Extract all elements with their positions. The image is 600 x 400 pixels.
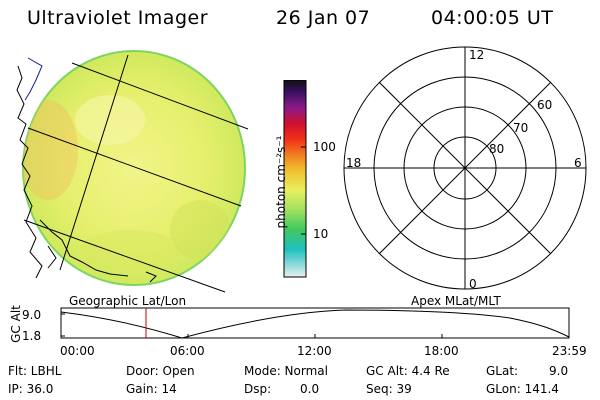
apex-caption: Apex MLat/MLT bbox=[411, 294, 501, 308]
altitude-xtick-1200: 12:00 bbox=[297, 344, 332, 358]
polar-lat-80: 80 bbox=[489, 142, 505, 156]
polar-lat-60: 60 bbox=[537, 98, 553, 112]
polar-label-6: 6 bbox=[574, 156, 582, 170]
info-mode: Mode: Normal bbox=[244, 364, 328, 378]
info-glat: GLat: bbox=[486, 364, 519, 378]
info-gc-alt: GC Alt: 4.4 Re bbox=[366, 364, 450, 378]
info-glat-value: 9.0 bbox=[549, 364, 569, 378]
polar-label-12: 12 bbox=[469, 48, 485, 62]
altitude-ytick-1.8: 1.8 bbox=[22, 329, 42, 343]
altitude-xtick-0000: 00:00 bbox=[60, 344, 95, 358]
altitude-xtick-0600: 06:00 bbox=[170, 344, 205, 358]
date-label: 26 Jan 07 bbox=[276, 7, 371, 29]
altitude-ylabel: GC Alt bbox=[9, 305, 23, 343]
info-gain: Gain: 14 bbox=[126, 382, 177, 396]
info-dsp-value: 0.0 bbox=[300, 382, 320, 396]
instrument-title: Ultraviolet Imager bbox=[27, 7, 209, 29]
altitude-ytick-9: 9.0 bbox=[22, 308, 42, 322]
polar-lat-70: 70 bbox=[513, 121, 529, 135]
polar-label-18: 18 bbox=[346, 156, 362, 170]
info-dsp: Dsp: bbox=[244, 382, 272, 396]
info-filter: Flt: LBHL bbox=[8, 364, 62, 378]
time-label: 04:00:05 UT bbox=[431, 7, 554, 29]
altitude-curve bbox=[60, 309, 570, 339]
colorbar-label: photon cm⁻²s⁻¹ bbox=[274, 135, 288, 229]
colorbar-tick-100: 100 bbox=[313, 140, 336, 154]
polar-plot bbox=[343, 46, 587, 290]
colorbar-tick-10: 10 bbox=[313, 227, 329, 241]
colorbar bbox=[283, 80, 307, 278]
altitude-xtick-2359: 23:59 bbox=[552, 344, 587, 358]
coastline bbox=[16, 57, 157, 283]
altitude-xtick-1800: 18:00 bbox=[424, 344, 459, 358]
info-ip: IP: 36.0 bbox=[8, 382, 54, 396]
info-glon: GLon: 141.4 bbox=[486, 382, 559, 396]
geographic-caption: Geographic Lat/Lon bbox=[69, 294, 187, 308]
info-seq: Seq: 39 bbox=[366, 382, 412, 396]
geographic-image bbox=[16, 50, 249, 293]
polar-label-0: 0 bbox=[469, 277, 477, 291]
latlon-grid bbox=[23, 54, 249, 293]
altitude-plot bbox=[60, 307, 570, 339]
info-door: Door: Open bbox=[126, 364, 195, 378]
